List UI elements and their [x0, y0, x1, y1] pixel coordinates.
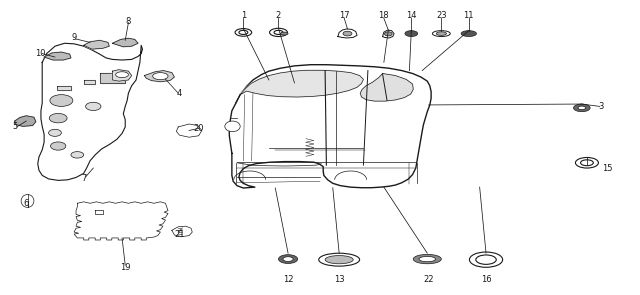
Ellipse shape: [325, 255, 353, 264]
Polygon shape: [100, 73, 125, 83]
Polygon shape: [44, 52, 71, 60]
Text: 4: 4: [177, 89, 182, 98]
Text: 6: 6: [24, 199, 29, 208]
Text: 11: 11: [463, 11, 474, 20]
Ellipse shape: [343, 31, 352, 36]
Text: 19: 19: [120, 263, 131, 272]
Polygon shape: [360, 73, 413, 101]
Text: 8: 8: [125, 17, 131, 26]
Ellipse shape: [319, 253, 360, 266]
Ellipse shape: [461, 31, 476, 37]
Polygon shape: [113, 70, 132, 81]
Text: 7: 7: [81, 174, 86, 183]
Circle shape: [239, 30, 248, 35]
Ellipse shape: [49, 129, 61, 136]
Polygon shape: [172, 226, 192, 237]
Text: 16: 16: [481, 275, 492, 284]
Text: 5: 5: [12, 122, 17, 132]
Ellipse shape: [50, 95, 73, 106]
Polygon shape: [57, 86, 71, 90]
Ellipse shape: [86, 102, 101, 111]
Circle shape: [405, 31, 418, 37]
Text: 22: 22: [423, 275, 434, 284]
Text: 18: 18: [378, 11, 389, 20]
Text: 12: 12: [283, 275, 293, 284]
Circle shape: [580, 160, 593, 166]
Circle shape: [578, 106, 586, 110]
Polygon shape: [95, 210, 103, 214]
Circle shape: [269, 28, 287, 37]
Polygon shape: [74, 202, 168, 240]
Text: 13: 13: [334, 275, 344, 284]
Ellipse shape: [225, 121, 240, 132]
Text: 17: 17: [339, 11, 349, 20]
Text: 3: 3: [598, 102, 604, 111]
Ellipse shape: [413, 254, 442, 264]
Ellipse shape: [419, 256, 436, 262]
Polygon shape: [15, 116, 36, 126]
Circle shape: [283, 257, 293, 261]
Text: 14: 14: [406, 11, 417, 20]
Circle shape: [153, 73, 168, 80]
Polygon shape: [84, 40, 109, 49]
Circle shape: [278, 255, 298, 263]
Circle shape: [573, 104, 590, 112]
Polygon shape: [84, 80, 95, 84]
Text: 23: 23: [436, 11, 447, 20]
Polygon shape: [229, 65, 431, 188]
Ellipse shape: [71, 152, 84, 158]
Text: 15: 15: [602, 163, 612, 173]
Polygon shape: [338, 29, 357, 38]
Polygon shape: [113, 38, 138, 47]
Polygon shape: [38, 43, 143, 180]
Circle shape: [274, 30, 283, 35]
Ellipse shape: [433, 31, 451, 37]
Ellipse shape: [385, 32, 392, 36]
Ellipse shape: [21, 194, 34, 207]
Polygon shape: [383, 30, 394, 38]
Ellipse shape: [49, 114, 67, 123]
Text: 9: 9: [72, 33, 77, 42]
Ellipse shape: [51, 142, 66, 150]
Text: 1: 1: [241, 11, 246, 20]
Text: 2: 2: [276, 11, 281, 20]
Circle shape: [575, 158, 598, 168]
Text: 20: 20: [193, 124, 204, 133]
Circle shape: [235, 29, 252, 36]
Ellipse shape: [280, 32, 288, 35]
Text: 10: 10: [35, 49, 45, 58]
Polygon shape: [145, 71, 174, 82]
Polygon shape: [176, 124, 202, 137]
Circle shape: [469, 252, 502, 267]
Circle shape: [116, 72, 129, 78]
Ellipse shape: [436, 32, 447, 35]
Circle shape: [476, 255, 496, 264]
Text: 21: 21: [174, 230, 185, 239]
Polygon shape: [240, 70, 364, 97]
